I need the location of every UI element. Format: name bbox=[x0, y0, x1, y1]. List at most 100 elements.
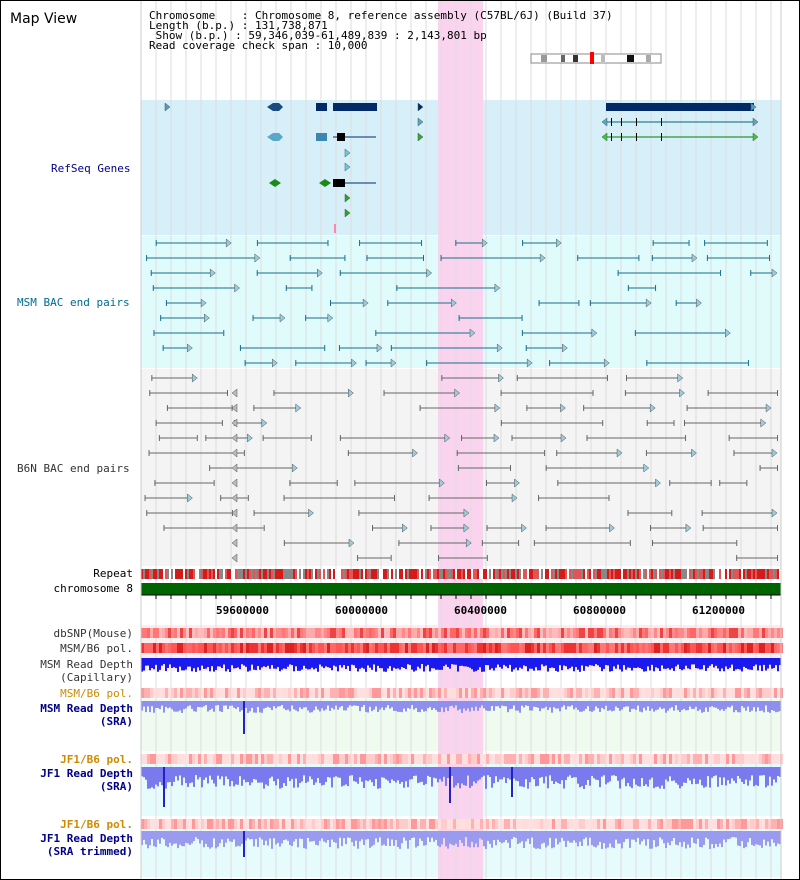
track-label-msm-depth-capillary[interactable]: MSM Read Depth (Capillary) bbox=[40, 658, 133, 684]
repeat-segment bbox=[693, 569, 695, 579]
jf1-trim-bar bbox=[285, 831, 287, 840]
repeat-segment bbox=[259, 569, 261, 579]
jf1-b6-pol2-cell bbox=[234, 819, 237, 829]
dbsnp-cell bbox=[156, 628, 159, 638]
repeat-segment bbox=[371, 569, 373, 579]
track-label-msm-b6-pol-2[interactable]: MSM/B6 pol. bbox=[60, 687, 133, 700]
dbsnp-cell bbox=[567, 628, 570, 638]
msm-b6-pol2-cell bbox=[504, 688, 507, 698]
msm-depth-sra-bar bbox=[605, 701, 607, 706]
dbsnp-cell bbox=[549, 628, 552, 638]
repeat-segment bbox=[189, 569, 191, 579]
end-arrow bbox=[481, 238, 488, 248]
end-tick bbox=[324, 345, 326, 351]
jf1-trim-bar bbox=[147, 831, 149, 849]
track-label-repeat[interactable]: Repeat bbox=[93, 567, 133, 580]
dbsnp-cell bbox=[528, 628, 531, 638]
msm-depth-cap-bar bbox=[717, 658, 719, 669]
end-tick bbox=[673, 420, 675, 426]
track-label-chromosome: chromosome 8 bbox=[53, 582, 133, 595]
jf1-b6-pol-cell bbox=[609, 754, 612, 764]
msm-b6-pol-cell bbox=[519, 643, 522, 653]
dbsnp-cell bbox=[201, 628, 204, 638]
msm-depth-cap-bar bbox=[331, 658, 333, 671]
msm-b6-pol-cell bbox=[321, 643, 324, 653]
dbsnp-cell bbox=[276, 628, 279, 638]
msm-depth-sra-bar bbox=[607, 701, 609, 711]
jf1-depth-bar bbox=[315, 767, 317, 783]
track-label-msm-depth-sra[interactable]: MSM Read Depth (SRA) bbox=[40, 702, 133, 728]
jf1-depth-bar bbox=[619, 767, 621, 789]
repeat-segment bbox=[473, 569, 475, 579]
jf1-trim-bar bbox=[187, 831, 189, 844]
end-tick bbox=[538, 300, 540, 306]
jf1-b6-pol-cell bbox=[597, 754, 600, 764]
end-arrow bbox=[444, 433, 451, 443]
msm-depth-cap-bar bbox=[523, 658, 525, 666]
jf1-b6-pol-cell bbox=[429, 754, 432, 764]
end-tick bbox=[457, 465, 459, 471]
msm-b6-pol2-cell bbox=[318, 688, 321, 698]
repeat-segment bbox=[775, 569, 777, 579]
msm-depth-sra-bar bbox=[177, 701, 179, 712]
msm-depth-sra-bar bbox=[193, 701, 195, 712]
track-label-jf1-b6-pol[interactable]: JF1/B6 pol. bbox=[60, 753, 133, 766]
msm-b6-pol-cell bbox=[309, 643, 312, 653]
msm-depth-cap-bar bbox=[483, 658, 485, 672]
msm-depth-sra-bar bbox=[355, 701, 357, 706]
repeat-segment bbox=[485, 569, 487, 579]
msm-depth-cap-bar bbox=[205, 658, 207, 669]
jf1-b6-pol-cell bbox=[573, 754, 576, 764]
msm-depth-sra-bar bbox=[489, 701, 491, 711]
end-arrow bbox=[231, 553, 238, 563]
jf1-trim-bar bbox=[347, 831, 349, 838]
repeat-segment bbox=[161, 569, 163, 579]
msm-b6-pol-cell bbox=[696, 643, 699, 653]
msm-depth-cap-bar bbox=[207, 658, 209, 668]
jf1-trim-bar bbox=[215, 831, 217, 849]
jf1-b6-pol2-cell bbox=[399, 819, 402, 829]
repeat-segment bbox=[383, 569, 385, 579]
track-label-jf1-depth[interactable]: JF1 Read Depth (SRA) bbox=[40, 767, 133, 793]
jf1-depth-bar bbox=[751, 767, 753, 776]
track-label-refseq[interactable]: RefSeq Genes bbox=[51, 162, 131, 175]
msm-depth-cap-bar bbox=[177, 658, 179, 672]
track-label-jf1-depth-trimmed[interactable]: JF1 Read Depth (SRA trimmed) bbox=[40, 832, 133, 858]
dbsnp-cell bbox=[291, 628, 294, 638]
msm-b6-pol2-cell bbox=[585, 688, 588, 698]
msm-depth-cap-bar bbox=[345, 658, 347, 670]
repeat-segment bbox=[711, 569, 713, 579]
msm-depth-cap-bar bbox=[623, 658, 625, 666]
track-label-b6n-bac[interactable]: B6N BAC end pairs bbox=[17, 462, 130, 475]
msm-depth-sra-bar bbox=[707, 701, 709, 712]
repeat-segment bbox=[395, 569, 397, 579]
repeat-segment bbox=[255, 569, 257, 579]
msm-b6-pol-cell bbox=[672, 643, 675, 653]
dbsnp-cell bbox=[537, 628, 540, 638]
jf1-depth-bar bbox=[211, 767, 213, 780]
jf1-trim-bar bbox=[767, 831, 769, 842]
jf1-trim-bar bbox=[773, 831, 775, 843]
msm-b6-pol-cell bbox=[261, 643, 264, 653]
msm-b6-pol-cell bbox=[330, 643, 333, 653]
msm-b6-pol2-cell bbox=[381, 688, 384, 698]
region-info: Chromosome : Chromosome 8, reference ass… bbox=[149, 10, 613, 51]
track-label-jf1-b6-pol-2[interactable]: JF1/B6 pol. bbox=[60, 818, 133, 831]
msm-b6-pol2-cell bbox=[594, 688, 597, 698]
msm-depth-cap-bar bbox=[239, 658, 241, 670]
jf1-b6-pol-cell bbox=[306, 754, 309, 764]
track-label-dbsnp[interactable]: dbSNP(Mouse) bbox=[53, 627, 133, 640]
repeat-segment bbox=[443, 569, 445, 579]
jf1-trim-bar bbox=[169, 831, 171, 843]
msm-depth-sra-bar bbox=[571, 701, 573, 706]
track-label-msm-bac[interactable]: MSM BAC end pairs bbox=[17, 296, 130, 309]
msm-b6-pol-cell bbox=[615, 643, 618, 653]
track-label-msm-b6-pol[interactable]: MSM/B6 pol. bbox=[60, 642, 133, 655]
jf1-trim-bar bbox=[297, 831, 299, 848]
end-tick bbox=[719, 480, 721, 486]
jf1-b6-pol2-cell bbox=[582, 819, 585, 829]
dbsnp-cell bbox=[564, 628, 567, 638]
msm-b6-pol2-cell bbox=[726, 688, 729, 698]
msm-depth-cap-bar bbox=[391, 658, 393, 671]
